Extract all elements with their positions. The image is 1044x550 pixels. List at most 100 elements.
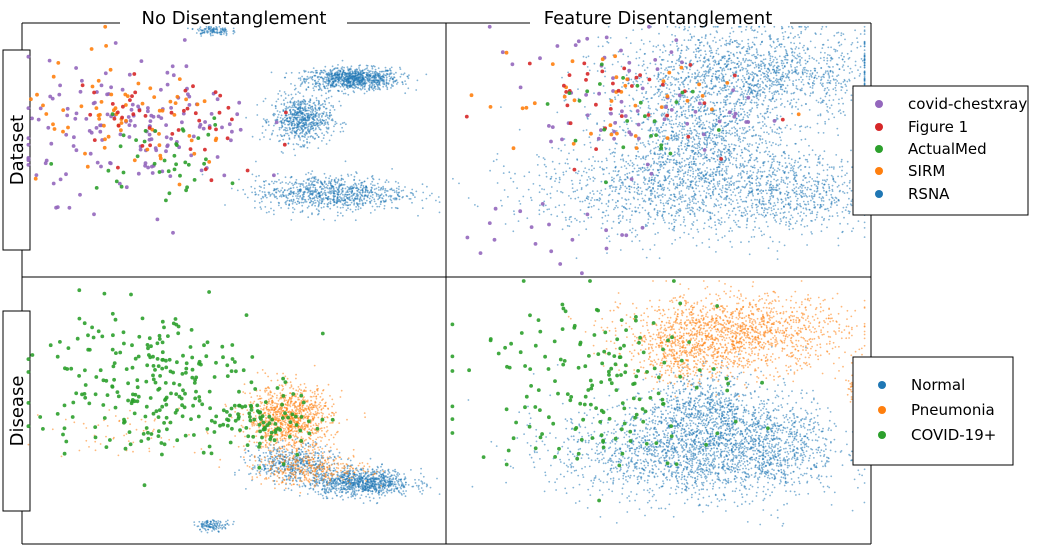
point-sirm (61, 129, 65, 134)
point-rsna (404, 186, 406, 188)
point-rsna (685, 49, 688, 51)
point-rsna (669, 91, 672, 94)
point-rsna (289, 176, 292, 179)
point-rsna (840, 34, 843, 37)
point-rsna (295, 192, 297, 195)
point-figure-1 (133, 90, 138, 95)
point-rsna (800, 76, 802, 79)
point-rsna (799, 42, 801, 45)
point-figure-1 (131, 112, 136, 117)
point-rsna (276, 118, 278, 121)
point-rsna (369, 201, 372, 203)
point-rsna (387, 83, 390, 86)
point-rsna (395, 71, 397, 74)
point-rsna (737, 78, 740, 81)
point-rsna (327, 79, 330, 82)
point-rsna (703, 44, 705, 47)
point-rsna (256, 114, 259, 116)
point-actualmed (49, 162, 54, 166)
point-rsna (742, 98, 745, 101)
point-rsna (308, 182, 310, 185)
point-figure-1 (169, 110, 174, 115)
point-rsna (824, 95, 827, 98)
point-rsna (671, 155, 674, 158)
point-rsna (339, 85, 342, 88)
point-rsna (402, 83, 404, 86)
point-rsna (627, 82, 630, 85)
point-rsna (738, 101, 741, 104)
point-actualmed (202, 161, 207, 166)
point-rsna (682, 100, 685, 103)
point-covid-chestxray (187, 94, 192, 99)
point-rsna (264, 195, 267, 198)
point-rsna (790, 65, 793, 68)
point-rsna (341, 84, 344, 87)
point-covid-chestxray (159, 116, 164, 120)
point-rsna (676, 110, 679, 113)
point-rsna (366, 73, 368, 75)
point-rsna (653, 74, 656, 77)
point-rsna (377, 67, 380, 70)
point-rsna (723, 57, 726, 60)
point-rsna (321, 114, 323, 117)
point-rsna (209, 29, 212, 32)
point-rsna (823, 89, 826, 92)
point-rsna (856, 46, 859, 49)
point-actualmed (121, 133, 126, 138)
point-rsna (863, 55, 866, 57)
point-rsna (811, 87, 814, 89)
point-rsna (663, 99, 666, 101)
point-rsna (758, 143, 761, 146)
point-rsna (298, 109, 301, 112)
point-rsna (676, 59, 678, 62)
point-rsna (834, 87, 837, 89)
point-rsna (772, 40, 775, 43)
point-rsna (357, 72, 360, 75)
point-rsna (711, 51, 714, 54)
point-rsna (832, 78, 835, 80)
point-rsna (277, 98, 280, 100)
point-rsna (333, 191, 335, 194)
point-rsna (804, 52, 807, 54)
point-rsna (269, 138, 271, 141)
point-rsna (819, 113, 822, 116)
point-rsna (752, 95, 755, 98)
point-rsna (674, 35, 677, 37)
point-rsna (318, 75, 320, 78)
point-rsna (287, 134, 290, 137)
point-rsna (846, 52, 849, 55)
point-rsna (850, 50, 853, 53)
point-rsna (292, 118, 295, 121)
point-rsna (675, 77, 678, 80)
point-rsna (281, 187, 284, 189)
point-rsna (347, 198, 349, 200)
point-rsna (320, 69, 323, 72)
point-rsna (617, 94, 620, 97)
point-rsna (683, 25, 686, 28)
point-rsna (284, 93, 287, 95)
point-rsna (813, 80, 815, 82)
point-actualmed (134, 138, 139, 143)
point-rsna (352, 83, 355, 86)
point-rsna (659, 63, 662, 65)
point-rsna (776, 114, 778, 117)
point-rsna (298, 182, 300, 185)
point-rsna (728, 184, 731, 187)
point-rsna (282, 117, 284, 120)
point-rsna (670, 98, 672, 101)
point-rsna (320, 202, 323, 205)
point-rsna (625, 74, 628, 77)
point-rsna (311, 117, 313, 120)
point-rsna (374, 68, 377, 71)
point-rsna (701, 81, 704, 84)
point-rsna (744, 137, 747, 140)
point-rsna (371, 76, 374, 79)
point-rsna (662, 113, 665, 116)
point-rsna (863, 66, 866, 68)
point-rsna (328, 72, 331, 75)
point-rsna (684, 65, 687, 68)
point-rsna (371, 180, 374, 183)
point-rsna (335, 190, 338, 193)
point-figure-1 (209, 178, 214, 183)
point-rsna (729, 40, 731, 43)
